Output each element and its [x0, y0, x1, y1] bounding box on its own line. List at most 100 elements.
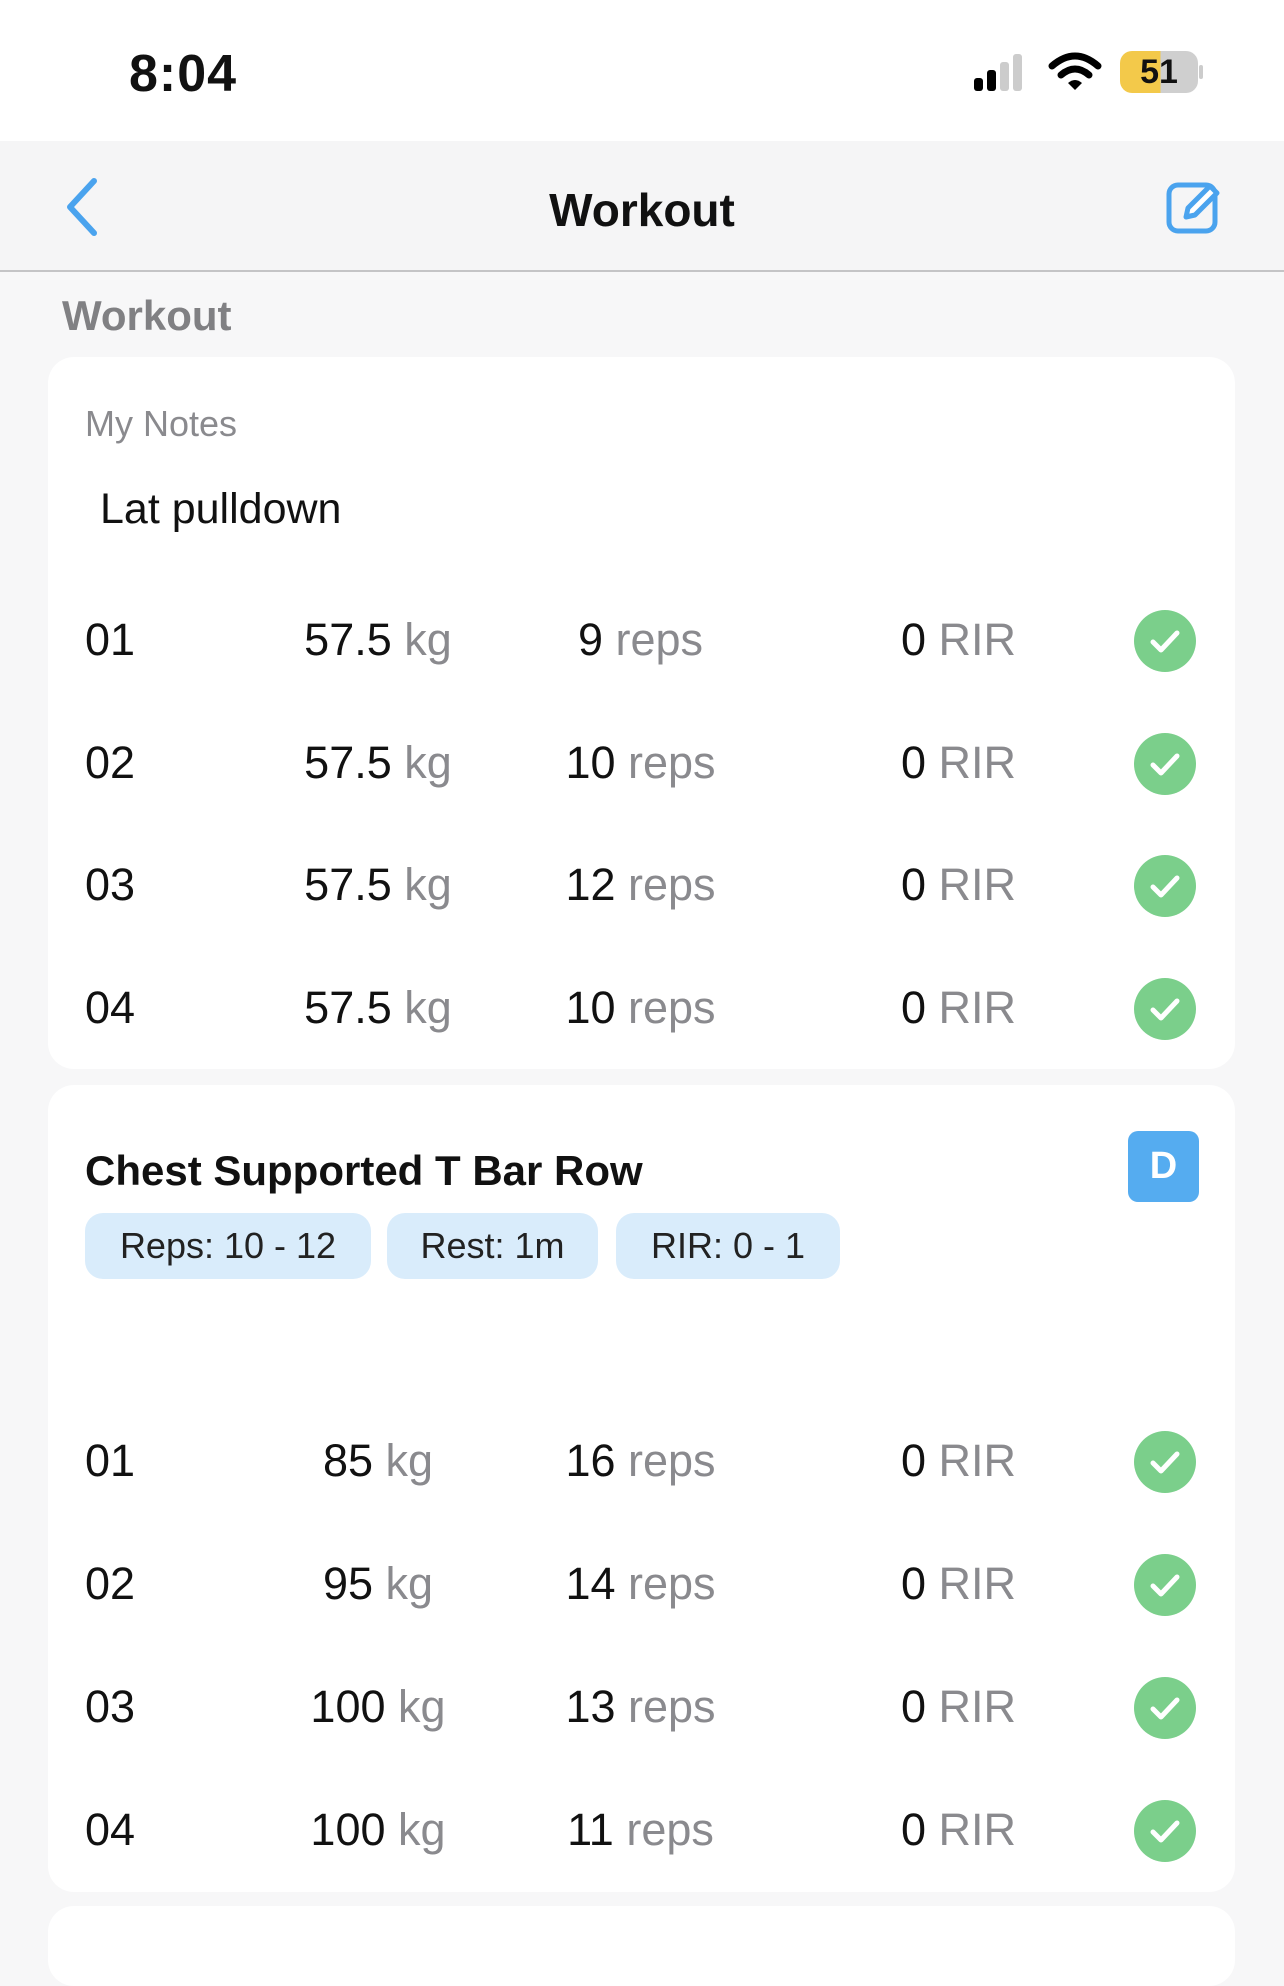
rir-value: 0: [901, 1804, 927, 1855]
weight-unit: kg: [404, 982, 452, 1033]
rir-unit: RIR: [938, 1435, 1017, 1486]
set-number: 02: [85, 737, 136, 788]
nav-bar: Workout: [0, 141, 1284, 272]
reps-unit: reps: [628, 737, 716, 788]
weight-value: 57.5: [304, 614, 392, 665]
rir-value: 0: [901, 614, 927, 665]
set-weight[interactable]: 57.5 kg: [278, 737, 478, 789]
set-reps[interactable]: 12 reps: [518, 859, 763, 911]
weight-unit: kg: [385, 1558, 434, 1609]
status-bar: 8:04 51: [0, 0, 1284, 141]
reps-value: 10: [565, 737, 616, 788]
set-weight[interactable]: 95 kg: [278, 1558, 478, 1610]
set-number: 04: [85, 982, 136, 1033]
set-complete-check-icon[interactable]: [1134, 1431, 1196, 1493]
rir-value: 0: [901, 1558, 927, 1609]
set-complete-check-icon[interactable]: [1134, 1554, 1196, 1616]
chip-reps: Reps: 10 - 12: [85, 1213, 371, 1279]
weight-unit: kg: [404, 859, 452, 910]
battery-tip: [1199, 65, 1203, 79]
set-rir[interactable]: 0 RIR: [901, 737, 1016, 789]
set-rir[interactable]: 0 RIR: [901, 1558, 1016, 1610]
set-row: 03 57.5 kg 12 reps 0 RIR: [48, 851, 1235, 921]
set-reps[interactable]: 11 reps: [518, 1804, 763, 1856]
weight-value: 100: [310, 1681, 386, 1732]
set-complete-check-icon[interactable]: [1134, 733, 1196, 795]
set-number: 03: [85, 859, 136, 910]
rir-unit: RIR: [938, 737, 1017, 788]
set-reps[interactable]: 14 reps: [518, 1558, 763, 1610]
exercise-card-notes: My Notes Lat pulldown 01 57.5 kg 9 reps 0 R…: [48, 357, 1235, 1069]
set-reps[interactable]: 10 reps: [518, 737, 763, 789]
set-rir[interactable]: 0 RIR: [901, 1435, 1016, 1487]
set-rir[interactable]: 0 RIR: [901, 1681, 1016, 1733]
reps-unit: reps: [615, 614, 704, 665]
set-rir[interactable]: 0 RIR: [901, 614, 1016, 666]
exercise-badge-button[interactable]: D: [1128, 1131, 1199, 1202]
edit-button[interactable]: [1164, 177, 1224, 237]
reps-value: 9: [577, 614, 603, 665]
set-complete-check-icon[interactable]: [1134, 1800, 1196, 1862]
weight-value: 57.5: [304, 982, 392, 1033]
set-weight[interactable]: 85 kg: [278, 1435, 478, 1487]
reps-unit: reps: [628, 1435, 716, 1486]
set-number: 03: [85, 1681, 136, 1732]
status-time: 8:04: [129, 45, 238, 103]
set-rir[interactable]: 0 RIR: [901, 982, 1016, 1034]
reps-value: 12: [565, 859, 616, 910]
set-number: 01: [85, 1435, 136, 1486]
set-complete-check-icon[interactable]: [1134, 610, 1196, 672]
set-rir[interactable]: 0 RIR: [901, 1804, 1016, 1856]
set-row: 04 57.5 kg 10 reps 0 RIR: [48, 974, 1235, 1044]
set-complete-check-icon[interactable]: [1134, 978, 1196, 1040]
reps-value: 13: [565, 1681, 616, 1732]
rir-unit: RIR: [938, 614, 1017, 665]
reps-unit: reps: [626, 1804, 714, 1855]
rir-value: 0: [901, 1435, 927, 1486]
next-exercise-card: [48, 1906, 1235, 1986]
set-rir[interactable]: 0 RIR: [901, 859, 1016, 911]
rir-value: 0: [901, 1681, 927, 1732]
set-row: 01 57.5 kg 9 reps 0 RIR: [48, 606, 1235, 676]
set-weight[interactable]: 57.5 kg: [278, 614, 478, 666]
weight-unit: kg: [385, 1435, 434, 1486]
set-weight[interactable]: 100 kg: [278, 1804, 478, 1856]
reps-value: 11: [567, 1804, 614, 1855]
section-title: Workout: [62, 292, 232, 339]
set-weight[interactable]: 57.5 kg: [278, 859, 478, 911]
reps-value: 14: [565, 1558, 616, 1609]
chip-rest: Rest: 1m: [387, 1213, 598, 1279]
notes-text[interactable]: Lat pulldown: [100, 485, 342, 533]
exercise-title[interactable]: Chest Supported T Bar Row: [85, 1147, 643, 1194]
rir-value: 0: [901, 737, 927, 788]
set-reps[interactable]: 9 reps: [518, 614, 763, 666]
back-button[interactable]: [60, 177, 104, 237]
set-reps[interactable]: 13 reps: [518, 1681, 763, 1733]
reps-unit: reps: [628, 859, 716, 910]
weight-unit: kg: [404, 614, 452, 665]
reps-unit: reps: [628, 1558, 716, 1609]
rir-value: 0: [901, 982, 927, 1033]
signal-icon: [974, 54, 1022, 91]
weight-value: 85: [322, 1435, 373, 1486]
wifi-icon: [1048, 52, 1102, 90]
set-number: 01: [85, 614, 136, 665]
set-complete-check-icon[interactable]: [1134, 855, 1196, 917]
weight-unit: kg: [398, 1681, 446, 1732]
rir-unit: RIR: [938, 1558, 1017, 1609]
set-row: 01 85 kg 16 reps 0 RIR: [48, 1427, 1235, 1497]
weight-value: 95: [322, 1558, 373, 1609]
set-row: 02 95 kg 14 reps 0 RIR: [48, 1550, 1235, 1620]
set-row: 03 100 kg 13 reps 0 RIR: [48, 1673, 1235, 1743]
set-row: 04 100 kg 11 reps 0 RIR: [48, 1796, 1235, 1866]
reps-unit: reps: [628, 982, 716, 1033]
set-reps[interactable]: 10 reps: [518, 982, 763, 1034]
set-weight[interactable]: 100 kg: [278, 1681, 478, 1733]
set-weight[interactable]: 57.5 kg: [278, 982, 478, 1034]
set-complete-check-icon[interactable]: [1134, 1677, 1196, 1739]
weight-unit: kg: [404, 737, 452, 788]
weight-value: 57.5: [304, 737, 392, 788]
rir-unit: RIR: [938, 1681, 1017, 1732]
set-reps[interactable]: 16 reps: [518, 1435, 763, 1487]
page-title: Workout: [549, 184, 735, 236]
